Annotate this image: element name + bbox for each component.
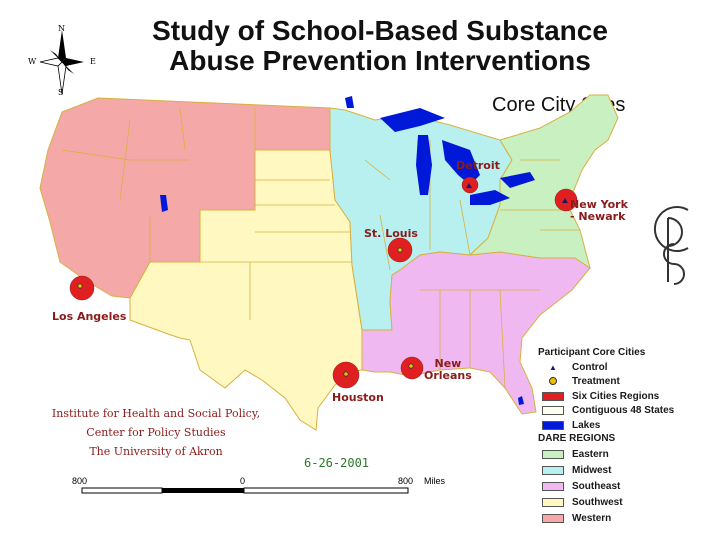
institute-line-3: The University of Akron (89, 445, 223, 458)
legend-label-southwest: Southwest (572, 496, 623, 508)
eastern-swatch (542, 449, 564, 459)
treatment-marker-st-louis (397, 247, 403, 253)
compass-w-label: W (28, 57, 37, 66)
legend-row-western: Western (542, 511, 611, 525)
six-cities-swatch (542, 391, 564, 401)
treatment-dot-icon (542, 377, 564, 385)
legend-heading-dare: DARE REGIONS (538, 433, 616, 444)
contiguous-swatch (542, 405, 564, 415)
southwest-swatch (542, 497, 564, 507)
midwest-swatch (542, 465, 564, 475)
legend-row-southwest: Southwest (542, 495, 623, 509)
western-swatch (542, 513, 564, 523)
title-line-1: Study of School-Based Substance (152, 15, 608, 46)
cps-logo (653, 206, 689, 285)
legend-label-lakes: Lakes (572, 419, 601, 431)
city-region-los-angeles (69, 275, 95, 301)
legend-label-control: Control (572, 361, 608, 373)
city-label-st-louis: St. Louis (364, 227, 418, 240)
compass-s-label: S (58, 88, 64, 97)
lakes-swatch (542, 420, 564, 430)
legend-label-treatment: Treatment (572, 375, 620, 387)
lakes (160, 96, 535, 405)
southeast-swatch (542, 481, 564, 491)
legend-row-control: ▲ Control (542, 360, 608, 374)
legend-row-contiguous: Contiguous 48 States (542, 403, 674, 417)
legend-row-southeast: Southeast (542, 479, 620, 493)
treatment-marker-los-angeles (77, 283, 83, 289)
legend-label-western: Western (572, 512, 612, 524)
legend-row-six-cities: Six Cities Regions (542, 389, 659, 403)
city-label-new-orleans: New Orleans (424, 357, 472, 382)
title-line-2: Abuse Prevention Interventions (169, 45, 591, 76)
control-markers (466, 183, 568, 203)
scale-right-label: 800 (398, 476, 414, 486)
legend-label-eastern: Eastern (572, 448, 609, 460)
scale-bar (81, 487, 409, 494)
institute-line-1: Institute for Health and Social Policy, (51, 407, 261, 420)
legend-label-midwest: Midwest (572, 464, 612, 476)
city-label-new-york: New York - Newark (570, 198, 628, 223)
compass-e-label: E (90, 57, 96, 66)
region-eastern (468, 94, 619, 270)
legend-label-contiguous: Contiguous 48 States (572, 404, 675, 416)
legend-row-lakes: Lakes (542, 418, 600, 432)
treatment-markers (77, 247, 414, 377)
legend-row-treatment: Treatment (542, 374, 620, 388)
map-date: 6-26-2001 (304, 456, 370, 470)
legend-row-eastern: Eastern (542, 447, 609, 461)
city-label-los-angeles: Los Angeles (52, 310, 127, 323)
map-title: Study of School-Based Substance Abuse Pr… (100, 16, 660, 76)
treatment-marker-new-orleans (408, 363, 414, 369)
control-marker-detroit (466, 183, 472, 188)
compass-rose-icon (39, 30, 84, 95)
scale-left-label: 800 (72, 476, 88, 486)
institute-block: Institute for Health and Social Policy, … (36, 404, 276, 461)
institute-line-2: Center for Policy Studies (86, 426, 226, 439)
legend-row-midwest: Midwest (542, 463, 611, 477)
control-triangle-icon: ▲ (549, 362, 557, 372)
scale-center-label: 0 (240, 476, 246, 486)
legend-heading-participant: Participant Core Cities (538, 347, 646, 358)
scale-unit-label: Miles (424, 476, 446, 486)
control-marker-new-york (562, 198, 568, 203)
city-label-houston: Houston (332, 391, 384, 404)
treatment-marker-houston (343, 371, 349, 377)
state-borders (61, 107, 580, 389)
city-label-detroit: Detroit (456, 159, 500, 172)
legend-label-six-cities: Six Cities Regions (572, 390, 660, 402)
compass-n-label: N (58, 24, 65, 33)
legend-label-southeast: Southeast (572, 480, 621, 492)
